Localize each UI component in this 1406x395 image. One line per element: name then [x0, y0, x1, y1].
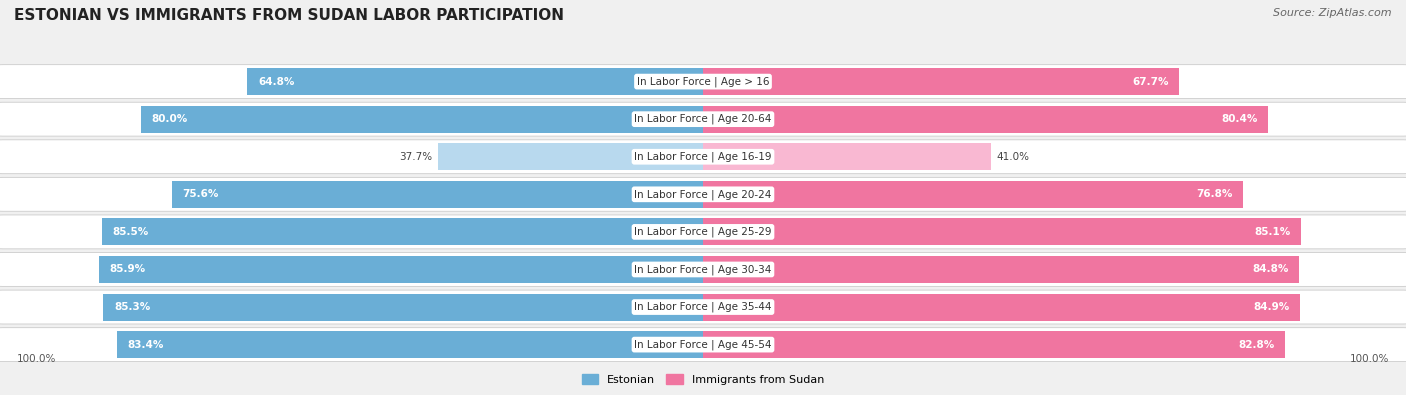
- Text: 75.6%: 75.6%: [183, 189, 218, 199]
- Text: In Labor Force | Age 20-24: In Labor Force | Age 20-24: [634, 189, 772, 199]
- Text: In Labor Force | Age 35-44: In Labor Force | Age 35-44: [634, 302, 772, 312]
- FancyBboxPatch shape: [0, 65, 1406, 98]
- Text: 76.8%: 76.8%: [1197, 189, 1233, 199]
- Bar: [703, 331, 1285, 358]
- Bar: [439, 143, 703, 170]
- FancyBboxPatch shape: [0, 290, 1406, 324]
- Bar: [703, 293, 1301, 321]
- FancyBboxPatch shape: [0, 177, 1406, 211]
- Text: Source: ZipAtlas.com: Source: ZipAtlas.com: [1274, 8, 1392, 18]
- Text: 85.5%: 85.5%: [112, 227, 149, 237]
- Bar: [117, 331, 703, 358]
- FancyBboxPatch shape: [0, 102, 1406, 136]
- Text: In Labor Force | Age > 16: In Labor Force | Age > 16: [637, 76, 769, 87]
- Text: In Labor Force | Age 16-19: In Labor Force | Age 16-19: [634, 152, 772, 162]
- Bar: [247, 68, 703, 95]
- Text: 82.8%: 82.8%: [1239, 340, 1275, 350]
- Text: In Labor Force | Age 30-34: In Labor Force | Age 30-34: [634, 264, 772, 275]
- Bar: [703, 143, 991, 170]
- Text: 80.0%: 80.0%: [152, 114, 187, 124]
- FancyBboxPatch shape: [0, 140, 1406, 174]
- Text: 41.0%: 41.0%: [997, 152, 1029, 162]
- Text: 85.3%: 85.3%: [114, 302, 150, 312]
- FancyBboxPatch shape: [0, 252, 1406, 286]
- Bar: [103, 218, 703, 245]
- Bar: [141, 105, 703, 133]
- Text: 84.8%: 84.8%: [1253, 265, 1289, 275]
- Text: In Labor Force | Age 20-64: In Labor Force | Age 20-64: [634, 114, 772, 124]
- FancyBboxPatch shape: [0, 328, 1406, 361]
- Text: 85.1%: 85.1%: [1254, 227, 1291, 237]
- Bar: [98, 256, 703, 283]
- Text: ESTONIAN VS IMMIGRANTS FROM SUDAN LABOR PARTICIPATION: ESTONIAN VS IMMIGRANTS FROM SUDAN LABOR …: [14, 8, 564, 23]
- Text: 85.9%: 85.9%: [110, 265, 146, 275]
- Bar: [703, 68, 1178, 95]
- Text: 83.4%: 83.4%: [127, 340, 163, 350]
- Bar: [703, 181, 1243, 208]
- Text: In Labor Force | Age 25-29: In Labor Force | Age 25-29: [634, 227, 772, 237]
- Text: 84.9%: 84.9%: [1253, 302, 1289, 312]
- Text: 100.0%: 100.0%: [1350, 354, 1389, 365]
- Text: 100.0%: 100.0%: [17, 354, 56, 365]
- Bar: [703, 105, 1268, 133]
- Text: In Labor Force | Age 45-54: In Labor Force | Age 45-54: [634, 339, 772, 350]
- Legend: Estonian, Immigrants from Sudan: Estonian, Immigrants from Sudan: [578, 370, 828, 389]
- Bar: [172, 181, 703, 208]
- Text: 37.7%: 37.7%: [399, 152, 433, 162]
- Bar: [703, 256, 1299, 283]
- Bar: [703, 218, 1302, 245]
- Text: 80.4%: 80.4%: [1222, 114, 1258, 124]
- Text: 67.7%: 67.7%: [1132, 77, 1168, 87]
- Text: 64.8%: 64.8%: [259, 77, 294, 87]
- Bar: [104, 293, 703, 321]
- FancyBboxPatch shape: [0, 215, 1406, 249]
